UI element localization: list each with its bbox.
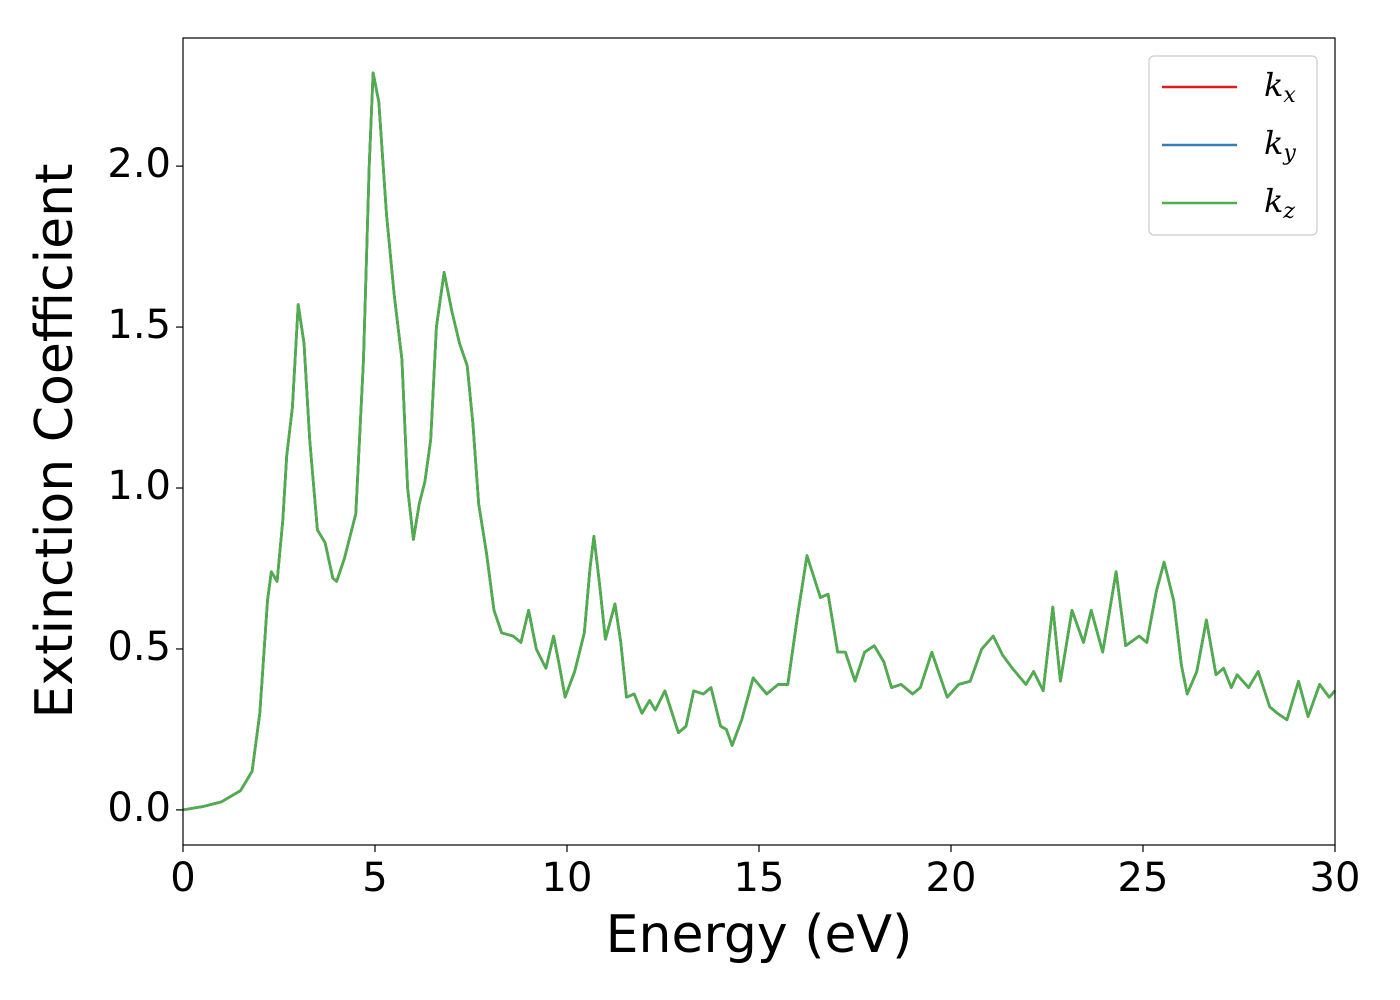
y-tick-label: 1.5: [107, 302, 171, 348]
legend-label: kx: [1264, 66, 1296, 109]
x-tick-label: 0: [170, 855, 195, 901]
x-tick-label: 25: [1118, 855, 1169, 901]
x-tick-label: 20: [926, 855, 977, 901]
plot-frame: [182, 37, 1336, 846]
x-tick-label: 10: [542, 855, 593, 901]
y-tick-label: 1.0: [107, 463, 171, 509]
x-tick-label: 15: [734, 855, 785, 901]
y-axis-label: Extinction Coefficient: [25, 164, 85, 719]
x-tick-label: 5: [362, 855, 387, 901]
y-tick-label: 0.5: [107, 624, 171, 670]
y-tick-label: 2.0: [107, 141, 171, 187]
legend-label: kz: [1264, 182, 1295, 225]
line-series: [182, 71, 1336, 812]
y-tick-label: 0.0: [107, 785, 171, 831]
x-tick-label: 30: [1310, 855, 1361, 901]
legend-label: ky: [1264, 124, 1296, 167]
x-axis-label: Energy (eV): [606, 905, 913, 965]
